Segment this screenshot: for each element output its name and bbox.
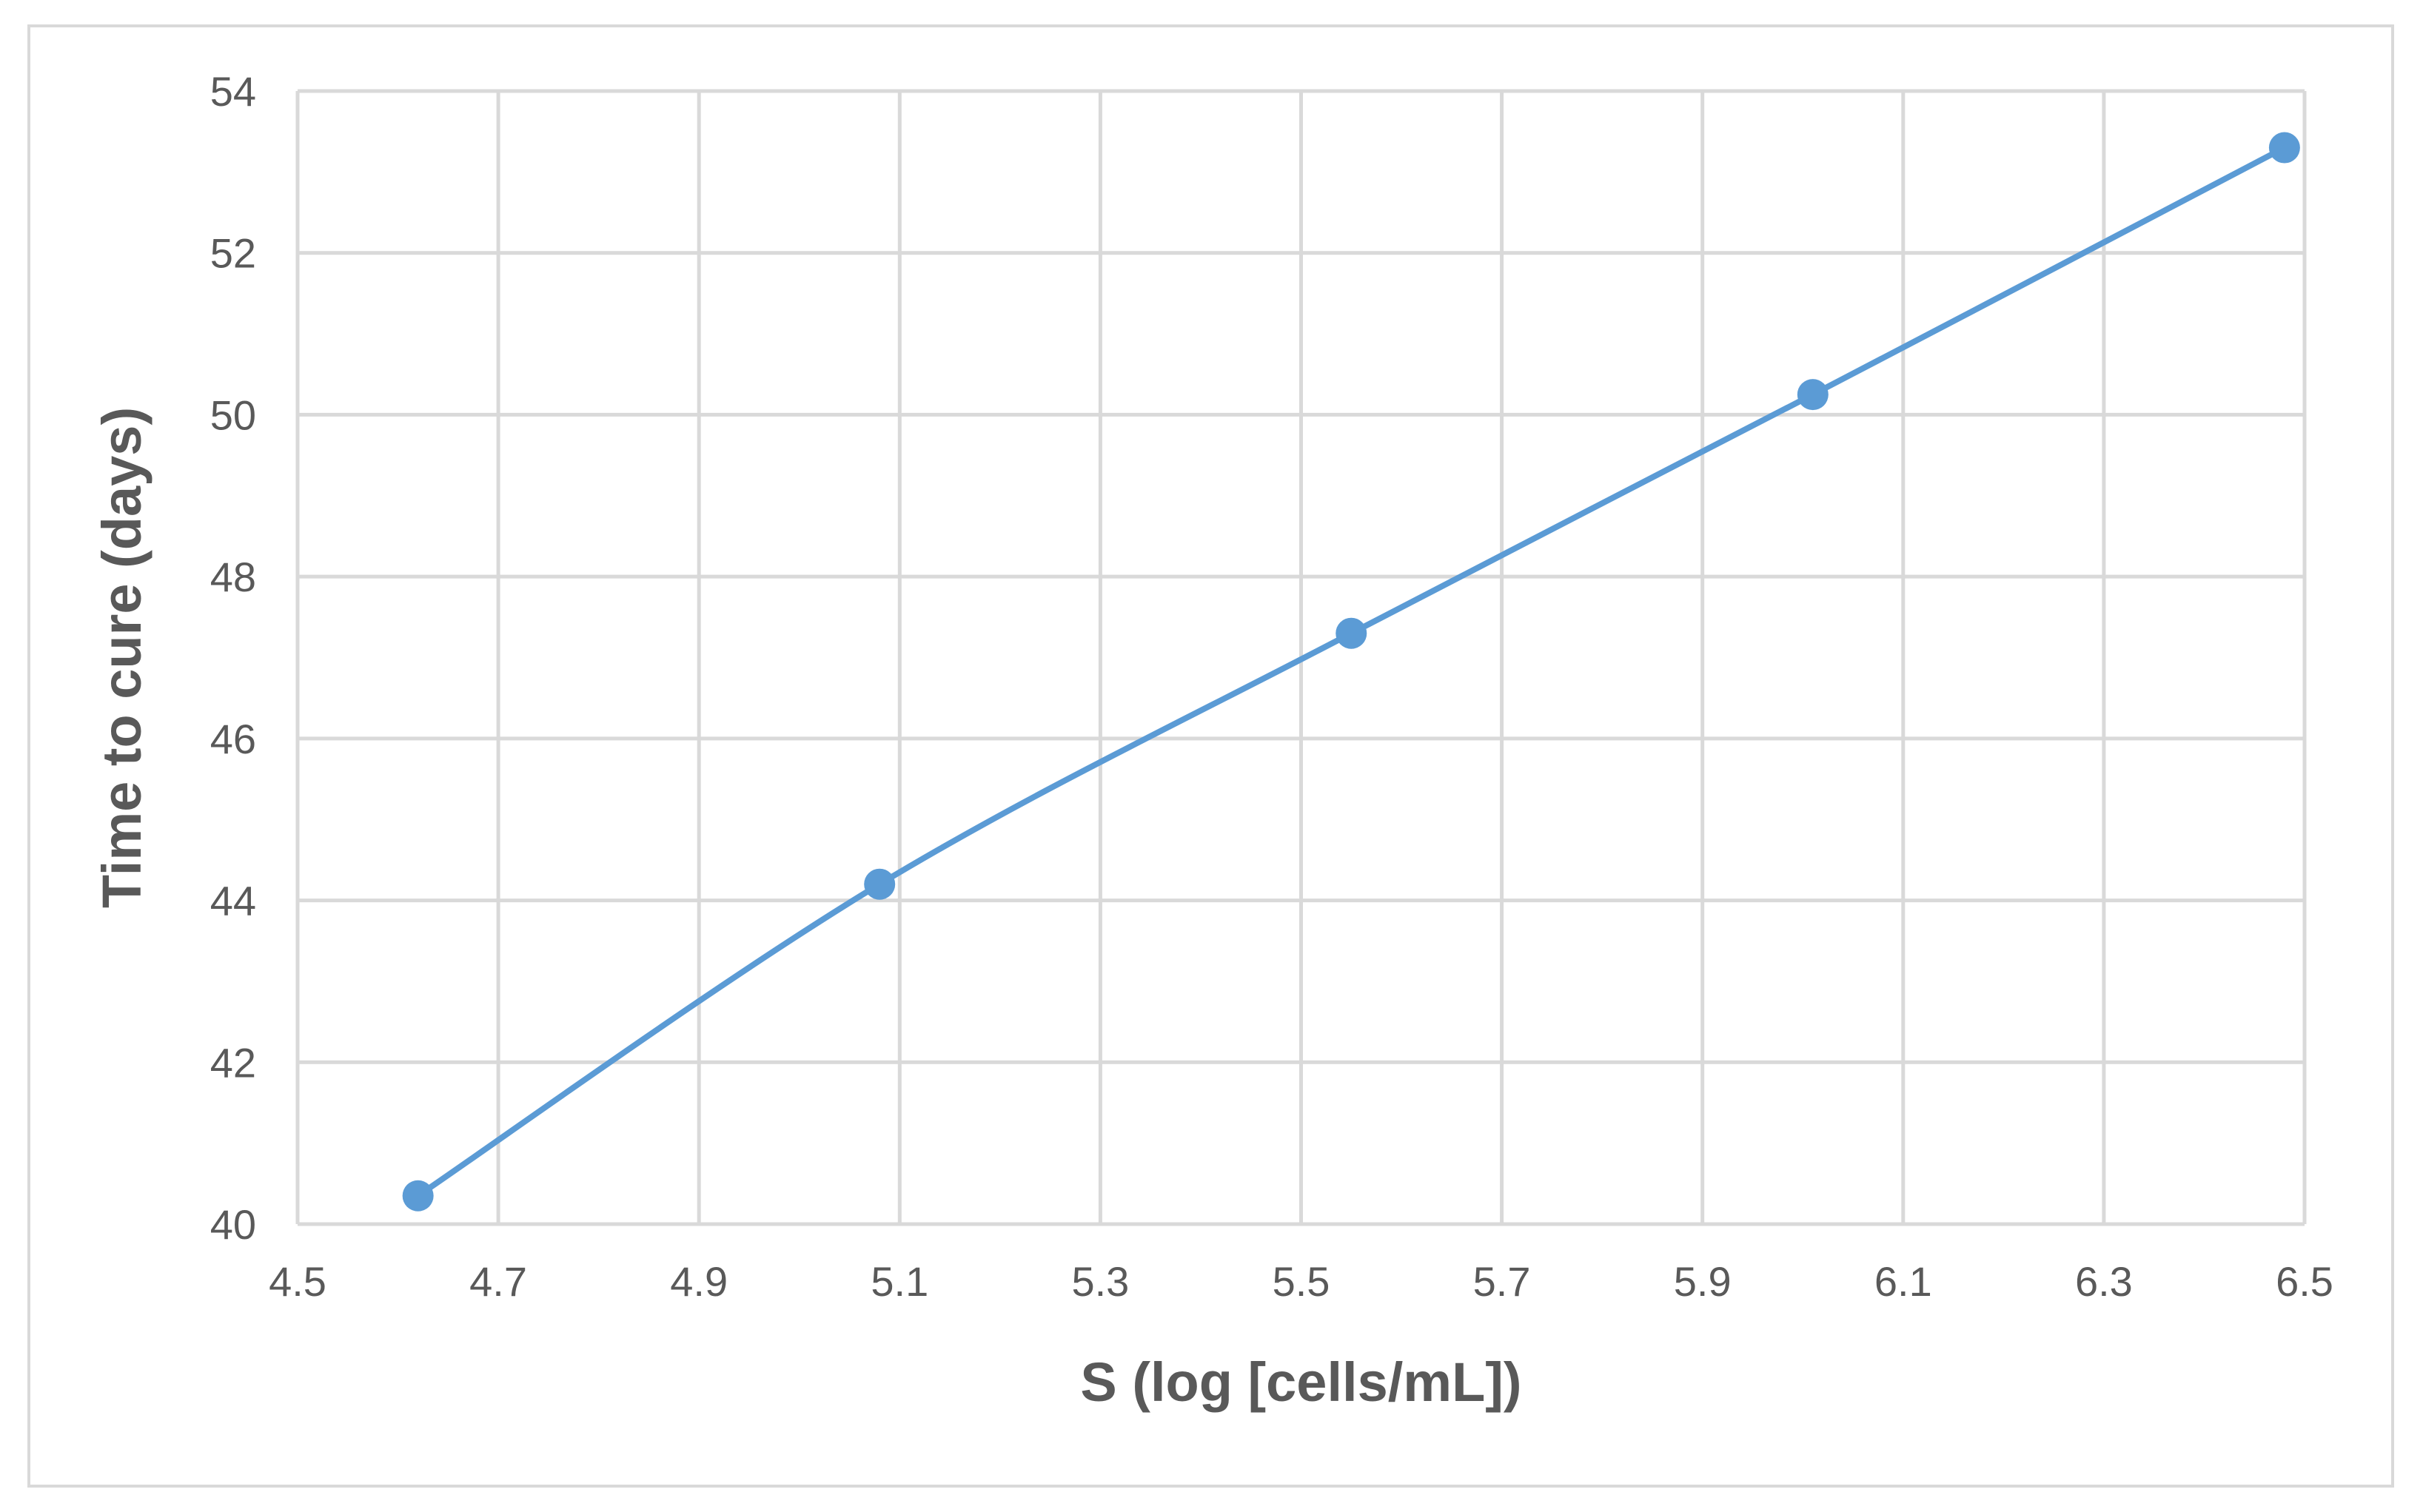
x-tick-label: 4.9 xyxy=(670,1258,728,1305)
data-point xyxy=(402,1180,434,1212)
x-axis-title: S (log [cells/mL]) xyxy=(1080,1351,1521,1413)
y-tick-label: 46 xyxy=(210,716,256,762)
data-point xyxy=(2268,132,2300,164)
x-tick-label: 5.3 xyxy=(1071,1258,1129,1305)
y-tick-label: 48 xyxy=(210,554,256,600)
x-tick-label: 6.3 xyxy=(2075,1258,2133,1305)
x-tick-label: 5.1 xyxy=(871,1258,928,1305)
y-tick-label: 54 xyxy=(210,68,256,115)
x-tick-label: 6.5 xyxy=(2276,1258,2333,1305)
y-tick-labels: 40 42 44 46 48 50 52 54 xyxy=(210,68,256,1248)
y-tick-label: 40 xyxy=(210,1201,256,1248)
chart-frame xyxy=(27,24,2394,1488)
y-tick-label: 52 xyxy=(210,230,256,277)
x-tick-label: 5.7 xyxy=(1473,1258,1531,1305)
x-tick-label: 4.7 xyxy=(469,1258,527,1305)
data-point xyxy=(864,868,896,900)
y-tick-label: 44 xyxy=(210,878,256,924)
data-point xyxy=(1336,617,1367,649)
y-axis-title: Time to cure (days) xyxy=(91,407,153,908)
data-point xyxy=(1797,379,1829,411)
grid xyxy=(295,89,2307,1226)
y-tick-label: 42 xyxy=(210,1039,256,1086)
x-tick-label: 5.9 xyxy=(1674,1258,1732,1305)
x-tick-label: 6.1 xyxy=(1874,1258,1932,1305)
y-tick-label: 50 xyxy=(210,392,256,438)
data-points xyxy=(402,132,2300,1212)
x-tick-label: 5.5 xyxy=(1273,1258,1330,1305)
x-tick-label: 4.5 xyxy=(269,1258,326,1305)
x-tick-labels: 4.5 4.7 4.9 5.1 5.3 5.5 5.7 5.9 6.1 6.3 6.5 xyxy=(269,1258,2333,1305)
